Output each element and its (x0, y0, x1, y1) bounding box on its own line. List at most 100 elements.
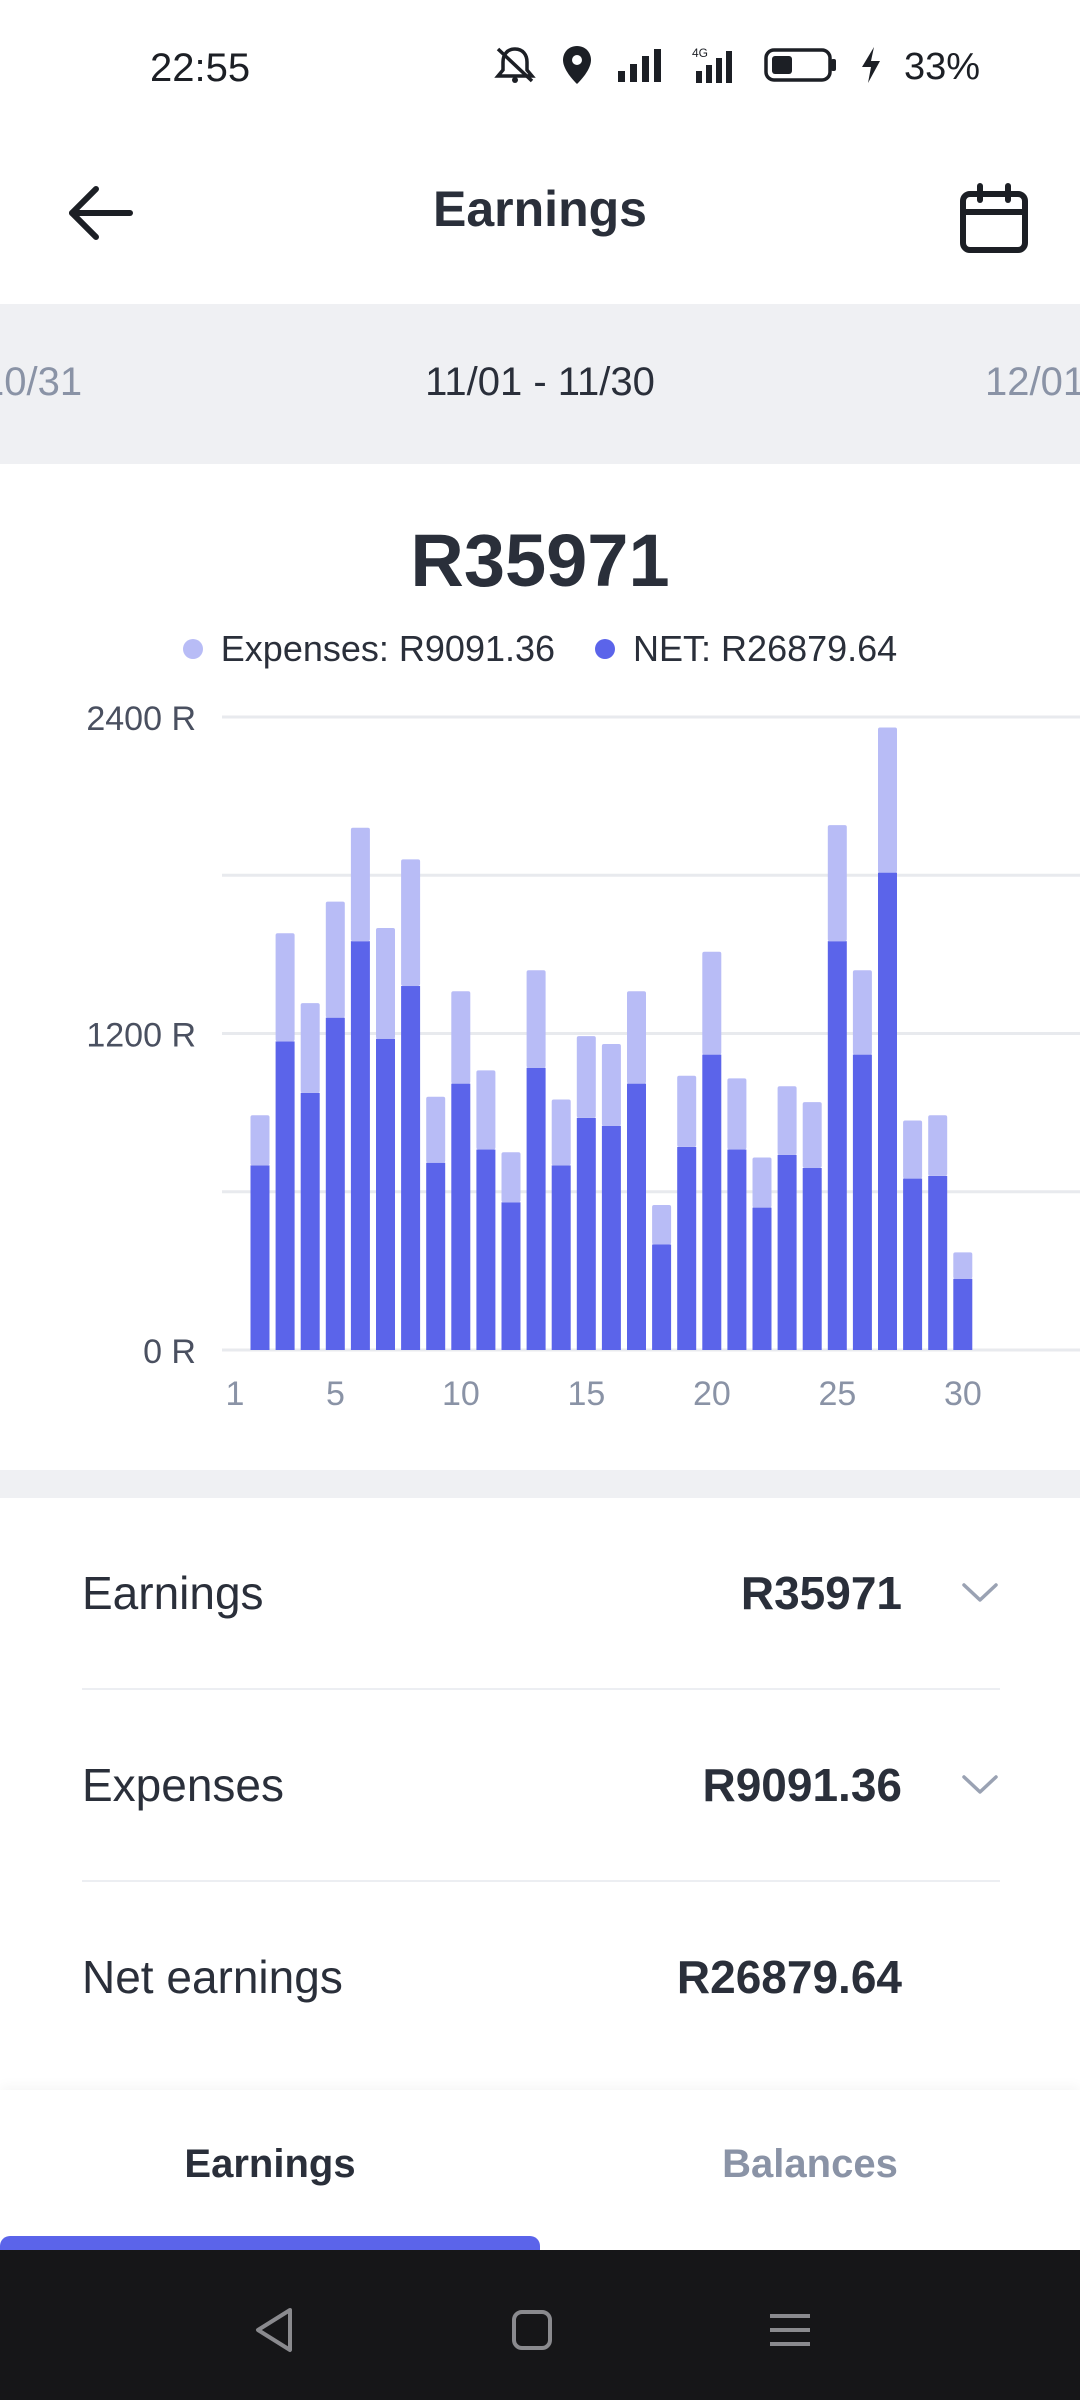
bar-net (325, 1017, 345, 1350)
chart-legend: Expenses: R9091.36 NET: R26879.64 (0, 628, 1080, 670)
summary-label: Net earnings (82, 1951, 343, 2003)
legend-net: NET: R26879.64 (595, 628, 897, 670)
svg-text:4G: 4G (692, 46, 708, 60)
bar-expenses (827, 825, 847, 942)
legend-expenses-label: Expenses: R9091.36 (220, 628, 556, 669)
bar-expenses (727, 1078, 747, 1150)
bar-net (752, 1207, 772, 1350)
arrow-left-icon (66, 183, 136, 248)
home-square-icon[interactable] (502, 2300, 562, 2360)
summary-row-expenses[interactable]: Expenses R9091.36 (82, 1690, 1000, 1882)
bar-expenses (275, 933, 295, 1042)
x-tick-label: 25 (818, 1375, 856, 1413)
bar-net (727, 1149, 747, 1350)
bar-expenses (752, 1157, 772, 1208)
bar-expenses (300, 1003, 320, 1093)
bar-expenses (878, 727, 897, 873)
period-prev[interactable]: 10/31 (0, 360, 83, 404)
y-tick-label: 0 R (143, 1333, 196, 1371)
x-tick-label: 20 (693, 1375, 731, 1413)
bar-expenses (401, 859, 421, 987)
status-icons: 4G 33% (492, 44, 980, 91)
battery-icon (764, 47, 838, 88)
calendar-button[interactable] (944, 170, 1044, 270)
bar-net (852, 1054, 872, 1350)
x-tick-label: 15 (567, 1375, 605, 1413)
x-tick-label: 1 (226, 1375, 245, 1413)
bottom-tab-bar: Earnings Balances (0, 2090, 1080, 2250)
bar-net (777, 1154, 797, 1350)
bar-expenses (376, 928, 395, 1039)
bar-net (576, 1117, 596, 1350)
summary-row-net-earnings: Net earnings R26879.64 (82, 1882, 1000, 2072)
bar-expenses (627, 991, 646, 1084)
recents-menu-icon[interactable] (760, 2300, 820, 2360)
bar-expenses (250, 1115, 270, 1166)
bar-expenses (953, 1252, 973, 1279)
summary-label: Expenses (82, 1759, 285, 1811)
back-triangle-icon[interactable] (244, 2300, 304, 2360)
bar-net (652, 1244, 672, 1350)
calendar-icon (958, 182, 1030, 259)
tab-balances[interactable]: Balances (722, 2142, 898, 2186)
period-current[interactable]: 11/01 - 11/30 (425, 360, 655, 404)
bar-expenses (652, 1204, 672, 1245)
bar-net (878, 872, 897, 1350)
bar-expenses (501, 1152, 521, 1203)
app-header: Earnings (0, 140, 1080, 305)
summary-row-earnings[interactable]: Earnings R35971 (82, 1498, 1000, 1690)
bar-net (601, 1125, 621, 1350)
bar-net (426, 1162, 446, 1350)
y-tick-label: 1200 R (86, 1017, 196, 1055)
chevron-down-icon[interactable] (960, 1573, 1000, 1613)
bar-expenses (551, 1099, 571, 1166)
legend-expenses: Expenses: R9091.36 (182, 628, 556, 670)
bar-expenses (777, 1086, 797, 1155)
bar-net (526, 1067, 546, 1350)
back-button[interactable] (56, 170, 146, 260)
bar-net (250, 1165, 270, 1350)
summary-value: R9091.36 (702, 1759, 903, 1811)
bar-expenses (451, 991, 471, 1084)
bar-net (802, 1168, 822, 1350)
bar-net (551, 1165, 571, 1350)
4g-signal-icon: 4G (688, 45, 742, 90)
page-title: Earnings (433, 181, 647, 237)
summary-list: Earnings R35971 Expenses R9091.36 Net ea… (82, 1498, 1000, 2072)
bar-expenses (928, 1115, 948, 1176)
bar-net (903, 1178, 923, 1350)
active-tab-indicator (0, 2236, 540, 2250)
bar-expenses (903, 1120, 923, 1179)
bar-net (501, 1202, 521, 1350)
tab-earnings[interactable]: Earnings (184, 2142, 356, 2186)
x-tick-label: 5 (326, 1375, 345, 1413)
legend-net-dot (595, 639, 616, 659)
y-tick-label: 2400 R (86, 700, 196, 738)
bar-net (350, 941, 370, 1350)
bar-expenses (350, 827, 370, 942)
battery-percent: 33% (903, 46, 980, 88)
summary-value: R26879.64 (676, 1951, 902, 2003)
section-divider (0, 1470, 1080, 1498)
bar-net (476, 1149, 496, 1350)
bar-net (275, 1041, 295, 1350)
bar-expenses (325, 901, 345, 1018)
summary-label: Earnings (82, 1567, 264, 1619)
period-selector: 10/31 11/01 - 11/30 12/01 (0, 304, 1080, 464)
period-next[interactable]: 12/01 (985, 360, 1080, 404)
legend-expenses-dot (182, 639, 203, 659)
status-bar: 22:55 4G 33% (0, 0, 1080, 140)
bar-expenses (601, 1044, 621, 1126)
system-nav-bar (0, 2250, 1080, 2400)
bar-net (677, 1146, 697, 1350)
summary-value: R35971 (740, 1567, 902, 1619)
bar-net (953, 1278, 973, 1350)
chevron-down-icon[interactable] (960, 1765, 1000, 1805)
bar-net (401, 986, 421, 1350)
bar-expenses (702, 951, 722, 1055)
status-time: 22:55 (150, 46, 251, 90)
bar-expenses (576, 1036, 596, 1118)
charging-icon (860, 45, 882, 90)
x-tick-label: 10 (442, 1375, 480, 1413)
